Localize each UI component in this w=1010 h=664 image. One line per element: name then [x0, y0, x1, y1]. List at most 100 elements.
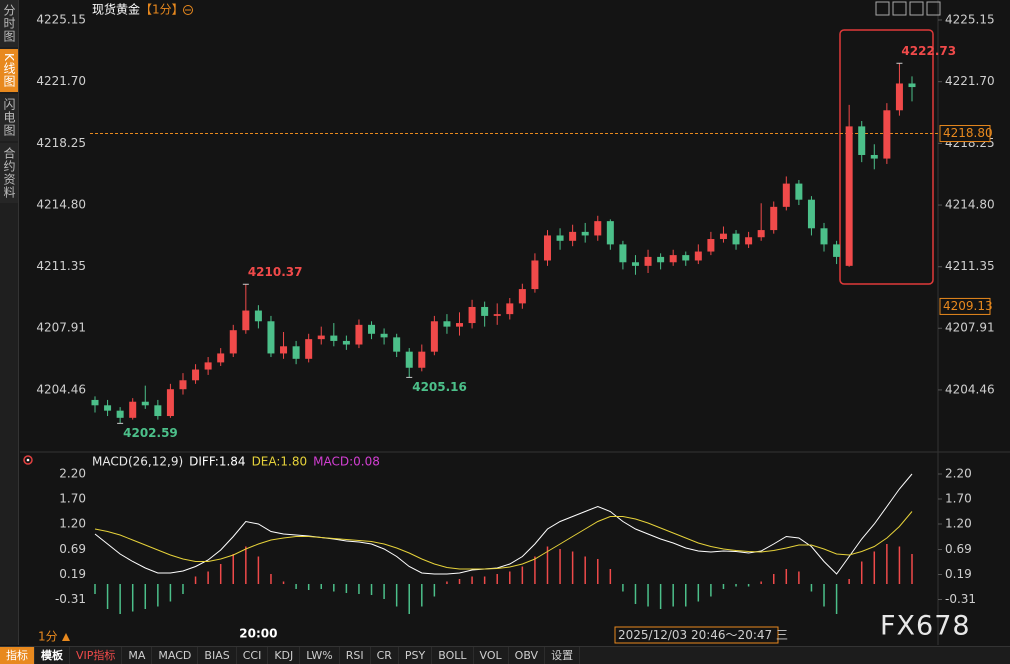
- candle-body: [217, 353, 225, 363]
- y-tick-label: 0.69: [945, 542, 972, 556]
- candle-body: [166, 389, 174, 417]
- candle-body: [883, 110, 891, 159]
- tool-icon[interactable]: [892, 1, 907, 16]
- candle-body: [594, 221, 602, 236]
- settings-icon[interactable]: [23, 455, 33, 465]
- candle-body: [694, 251, 702, 261]
- macd-line: [94, 511, 913, 570]
- candle-body: [732, 233, 740, 245]
- candle-body: [380, 333, 388, 338]
- candle-body: [317, 335, 325, 340]
- candle-body: [556, 235, 564, 241]
- y-tick-label: 0.19: [59, 567, 86, 581]
- y-tick-label: 1.20: [59, 517, 86, 531]
- y-tick-label: 4218.25: [36, 136, 86, 150]
- candle-body: [229, 330, 237, 354]
- toolbar-tab[interactable]: 指标: [0, 647, 35, 664]
- y-tick-label: 4225.15: [36, 13, 86, 27]
- y-tick-label: 1.70: [59, 492, 86, 506]
- y-tick-label: 4211.35: [36, 259, 86, 273]
- toolbar-tab[interactable]: PSY: [399, 647, 433, 664]
- candle-body: [795, 183, 803, 200]
- candle-body: [833, 244, 841, 257]
- y-tick-label: 4221.70: [36, 74, 86, 88]
- candle-body: [606, 221, 614, 245]
- side-tab[interactable]: 合约资料: [0, 142, 18, 203]
- candle-body: [518, 289, 526, 304]
- y-tick-label: 4214.80: [945, 198, 995, 212]
- candle-body: [619, 244, 627, 263]
- candle-body: [141, 401, 149, 406]
- price-tag-label: 4218.80: [943, 126, 993, 140]
- symbol-title: 现货黄金: [92, 2, 140, 17]
- watermark: FX678: [880, 611, 971, 642]
- chart: 现货黄金 【1分】 1分 2025/12/03 20:46～20:47 三 FX…: [20, 0, 1010, 645]
- candle-body: [116, 410, 124, 418]
- candle-body: [657, 256, 665, 263]
- candle-body: [506, 303, 514, 315]
- candle-body: [405, 351, 413, 368]
- candle-body: [707, 239, 715, 252]
- side-tab[interactable]: K线图: [0, 49, 18, 92]
- y-tick-label: 4207.91: [36, 321, 86, 335]
- macd-line: [94, 473, 913, 575]
- candle-body: [368, 324, 376, 334]
- time-box: [614, 626, 779, 644]
- toolbar-tab[interactable]: LW%: [300, 647, 340, 664]
- y-tick-label: 4221.70: [945, 74, 995, 88]
- tool-icon[interactable]: [909, 1, 924, 16]
- toolbar-tab[interactable]: BOLL: [432, 647, 474, 664]
- tool-icon[interactable]: [875, 1, 890, 16]
- y-tick-label: 4207.91: [945, 321, 995, 335]
- y-tick-label: -0.31: [55, 592, 86, 606]
- toolbar-tab[interactable]: 设置: [545, 647, 581, 664]
- toolbar-tab[interactable]: RSI: [340, 647, 371, 664]
- period-label[interactable]: 【1分】: [140, 3, 184, 17]
- tool-icon[interactable]: [926, 1, 941, 16]
- toolbar-tab[interactable]: CCI: [237, 647, 269, 664]
- macd-title: MACD(26,12,9): [92, 455, 183, 469]
- candle-body: [581, 231, 589, 236]
- toolbar-tab[interactable]: CR: [371, 647, 399, 664]
- legend-entry: DEA:1.80: [252, 455, 308, 469]
- candle-body: [393, 337, 401, 352]
- candle-body: [292, 346, 300, 359]
- toolbar-tab[interactable]: MA: [122, 647, 153, 664]
- candle-body: [531, 260, 539, 290]
- toolbar-tab[interactable]: BIAS: [198, 647, 237, 664]
- y-tick-label: 4225.15: [945, 13, 995, 27]
- toolbar: 指标 模板 VIP指标 MA MACD BIAS CCI KDJ LW% RSI CR PSY BOLL…: [0, 646, 1010, 664]
- candle-body: [242, 310, 250, 331]
- candle-body: [430, 321, 438, 352]
- y-tick-label: 1.70: [945, 492, 972, 506]
- toolbar-tab[interactable]: KDJ: [268, 647, 301, 664]
- x-tick-label: 20:00: [239, 627, 277, 641]
- candle-body: [745, 237, 753, 245]
- zoom-icon[interactable]: [183, 5, 193, 15]
- price-tag-label: 4209.13: [943, 299, 993, 313]
- candle-body: [631, 262, 639, 266]
- candle-body: [355, 324, 363, 345]
- toolbar-tab[interactable]: VOL: [474, 647, 509, 664]
- toolbar-tab[interactable]: 模板: [35, 647, 70, 664]
- candle-body: [782, 183, 790, 207]
- toolbar-tab[interactable]: OBV: [509, 647, 546, 664]
- y-tick-label: 0.19: [945, 567, 972, 581]
- y-tick-label: -0.31: [945, 592, 976, 606]
- time-range: 2025/12/03 20:46～20:47 三: [618, 628, 788, 642]
- value-label: 4205.16: [412, 380, 467, 394]
- period-switch[interactable]: 1分: [38, 630, 58, 644]
- side-tab[interactable]: 闪电图: [0, 93, 18, 141]
- toolbar-tab[interactable]: MACD: [152, 647, 199, 664]
- settings-icon: [26, 458, 30, 462]
- toolbar-tab[interactable]: VIP指标: [70, 647, 123, 664]
- candle-body: [807, 199, 815, 229]
- candle-body: [908, 83, 916, 88]
- candle-body: [330, 335, 338, 341]
- candle-body: [342, 340, 350, 345]
- candle-body: [870, 154, 878, 159]
- candle-body: [267, 321, 275, 354]
- highlight-box: [839, 29, 934, 285]
- candle-body: [569, 231, 577, 241]
- side-tab[interactable]: 分时图: [0, 0, 18, 47]
